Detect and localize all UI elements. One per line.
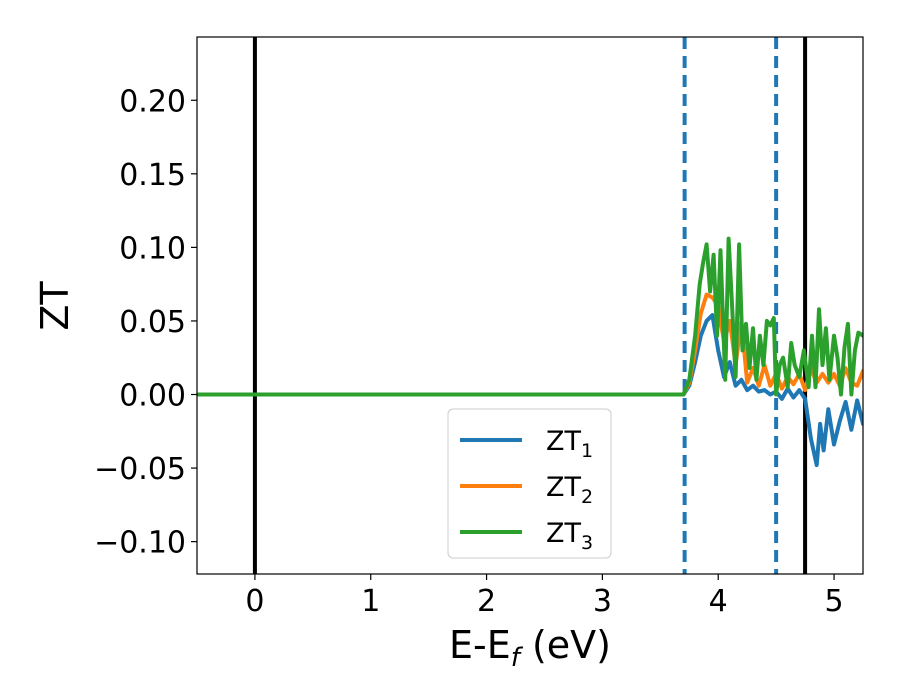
y-tick-label: 0.10 xyxy=(119,231,186,266)
legend-box xyxy=(447,408,612,559)
legend-label-1: ZT1 xyxy=(546,426,593,462)
vertical-lines xyxy=(252,37,808,574)
y-tick-label: −0.05 xyxy=(94,452,186,487)
series-line-2 xyxy=(197,292,863,397)
series-lines xyxy=(197,236,863,468)
x-tick-label: 2 xyxy=(477,584,496,619)
x-tick-label: 5 xyxy=(824,584,843,619)
y-tick-label: 0.20 xyxy=(119,84,186,119)
series-line-3 xyxy=(197,236,863,397)
legend-label-2: ZT2 xyxy=(546,472,593,508)
series-line-1 xyxy=(197,313,863,468)
y-tick-label: 0.05 xyxy=(119,305,186,340)
x-tick-label: 1 xyxy=(361,584,380,619)
y-tick-label: −0.10 xyxy=(94,526,186,561)
x-axis: 0 1 2 3 4 5 xyxy=(245,574,844,619)
y-axis: −0.10 −0.05 0.00 0.05 0.10 0.15 0.20 xyxy=(94,84,197,561)
legend-label-3: ZT3 xyxy=(546,518,593,554)
y-tick-label: 0.00 xyxy=(119,379,186,414)
x-tick-label: 4 xyxy=(709,584,728,619)
legend: ZT1 ZT2 ZT3 xyxy=(447,408,612,559)
x-axis-label: E-Ef (eV) xyxy=(449,623,611,673)
x-tick-label: 3 xyxy=(593,584,612,619)
plot-area xyxy=(197,37,863,574)
x-tick-label: 0 xyxy=(245,584,264,619)
plot-frame xyxy=(196,36,864,575)
y-tick-label: 0.15 xyxy=(119,158,186,193)
y-axis-label: ZT xyxy=(33,281,77,331)
